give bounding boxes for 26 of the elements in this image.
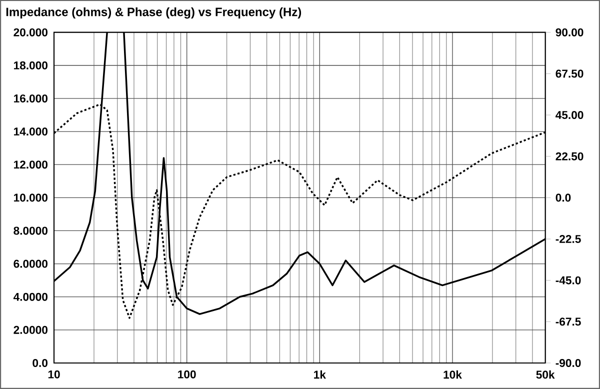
y-tick-label: 14.000 [14,128,48,136]
y2-tick-label: -90.0 [556,358,581,367]
y2-tick-label: 22.50 [556,152,584,160]
y2-tick-label: -22.5 [556,234,581,243]
y-tick-label: 0.0 [32,358,48,367]
y2-tick-label: 0.0 [556,194,571,202]
y-tick-label: 18.000 [14,61,48,70]
y2-tick-label: 45.00 [556,111,584,120]
y2-tick-label: -45.0 [556,276,581,284]
x-tick-label: 10 [48,370,60,378]
y2-tick-label: -67.5 [556,318,581,326]
y-tick-label: 16.000 [14,94,48,102]
y-tick-label: 2.0000 [14,326,48,334]
y-tick-label: 10.000 [14,194,48,202]
y2-tick-label: 90.00 [556,28,584,36]
x-tick-label: 10k [444,370,462,379]
y-tick-label: 4.0000 [13,292,48,301]
y-tick-label: 6.0000 [14,260,48,268]
y-tick-label: 20.000 [14,28,48,36]
chart-title: Impedance (ohms) & Phase (deg) vs Frequency (Hz) [6,7,302,19]
y-tick-label: 8.0000 [14,226,48,235]
x-tick-label: 50k [536,370,555,379]
y-tick-label: 12.000 [14,160,48,169]
x-tick-label: 1k [314,370,326,379]
x-tick-label: 100 [178,370,196,378]
y2-tick-label: 67.50 [556,70,584,78]
